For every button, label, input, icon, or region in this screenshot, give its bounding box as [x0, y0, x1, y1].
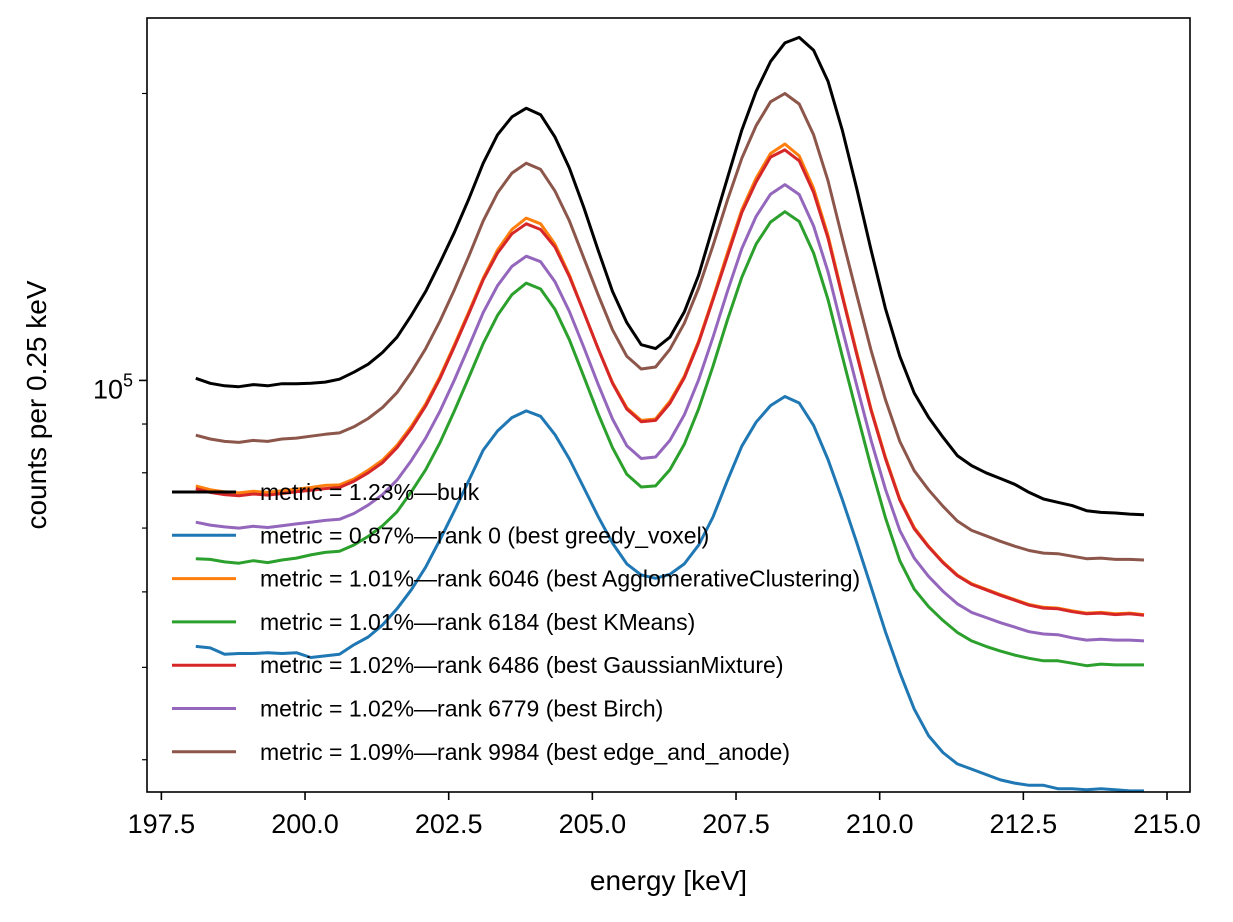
y-tick-base: 10: [93, 374, 123, 404]
legend: metric = 1.23%—bulk metric = 0.87%—rank 0…: [172, 479, 860, 765]
legend-label-1: metric = 0.87%—rank 0 (best greedy_voxel…: [260, 522, 709, 548]
legend-label-3: metric = 1.01%—rank 6184 (best KMeans): [260, 609, 695, 635]
x-axis: 197.5 200.0 202.5 205.0 207.5 210.0 212.5 215.0: [128, 792, 1201, 839]
x-tick-label: 212.5: [990, 809, 1058, 839]
y-tick-exponent: 5: [123, 370, 133, 390]
legend-label-6: metric = 1.09%—rank 9984 (best edge_and_…: [260, 739, 790, 765]
legend-label-0: metric = 1.23%—bulk: [260, 479, 480, 505]
x-tick-label: 197.5: [128, 809, 196, 839]
x-tick-label: 210.0: [846, 809, 914, 839]
x-tick-label: 215.0: [1133, 809, 1201, 839]
x-tick-label: 200.0: [271, 809, 339, 839]
x-tick-label: 207.5: [702, 809, 770, 839]
series-line-3: [195, 210, 1144, 668]
plot-lines: [195, 35, 1145, 793]
legend-label-4: metric = 1.02%—rank 6486 (best GaussianM…: [260, 652, 783, 678]
plot-frame: [146, 17, 1191, 793]
x-axis-label: energy [keV]: [590, 865, 747, 896]
x-tick-label: 205.0: [559, 809, 627, 839]
series-line-4: [195, 148, 1145, 617]
y-axis: 105: [93, 92, 147, 761]
y-axis-label: counts per 0.25 keV: [21, 280, 52, 529]
x-tick-label: 202.5: [415, 809, 483, 839]
series-line-1: [195, 395, 1144, 793]
legend-label-2: metric = 1.01%—rank 6046 (best Agglomera…: [260, 566, 860, 592]
legend-label-5: metric = 1.02%—rank 6779 (best Birch): [260, 696, 663, 722]
series-line-5: [195, 183, 1145, 643]
series-line-0: [195, 35, 1145, 517]
y-tick-label: 105: [93, 370, 133, 404]
series-line-6: [195, 92, 1145, 562]
